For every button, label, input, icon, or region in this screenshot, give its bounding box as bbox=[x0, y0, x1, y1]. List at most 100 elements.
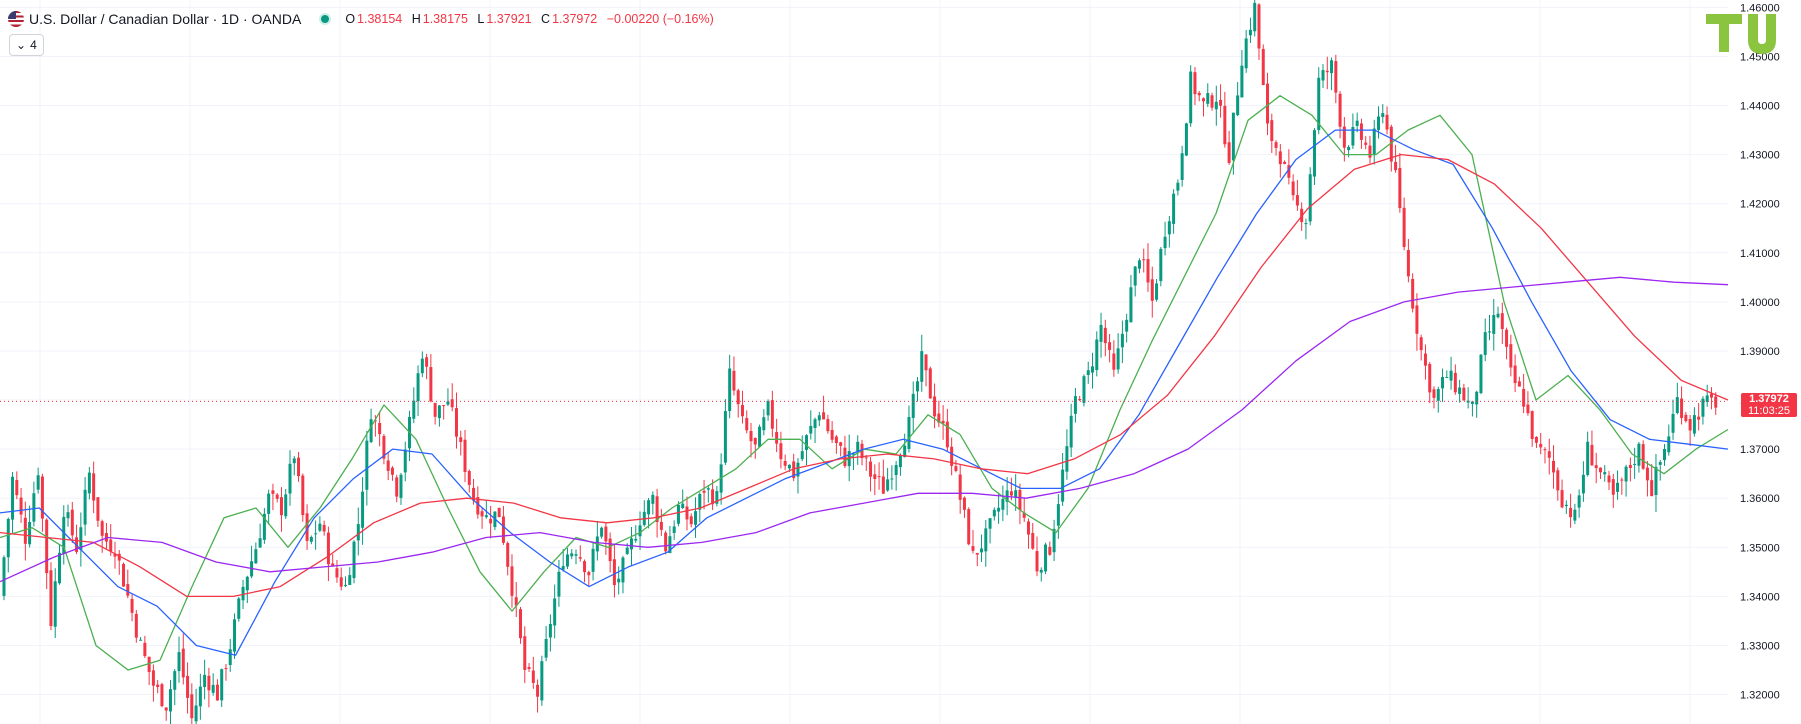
candle-body bbox=[1001, 498, 1005, 510]
candle-body bbox=[583, 561, 587, 573]
candle-body bbox=[945, 421, 949, 448]
candle-body bbox=[1214, 101, 1218, 110]
candle-body bbox=[1048, 546, 1052, 555]
candle-body bbox=[1603, 472, 1607, 475]
last-price-tag: 1.37972 11:03:25 bbox=[1741, 393, 1797, 418]
candle-body bbox=[70, 509, 74, 536]
candle-body bbox=[510, 566, 514, 596]
candle-body bbox=[762, 417, 766, 431]
candle-body bbox=[267, 493, 271, 514]
candle-body bbox=[1445, 377, 1449, 379]
candle-body bbox=[1701, 398, 1705, 417]
candle-body bbox=[689, 516, 693, 525]
candle-body bbox=[591, 548, 595, 572]
candle-body bbox=[548, 623, 552, 638]
candle-body bbox=[318, 523, 322, 531]
candle-body bbox=[1312, 130, 1316, 177]
y-tick-label: 1.39000 bbox=[1740, 346, 1780, 358]
candle-body bbox=[480, 511, 484, 517]
candle-body bbox=[1645, 467, 1649, 481]
candle-body bbox=[702, 490, 706, 493]
candle-body bbox=[1078, 398, 1082, 401]
candle-body bbox=[869, 461, 873, 477]
candle-body bbox=[796, 462, 800, 477]
candle-body bbox=[651, 494, 655, 504]
candle-body bbox=[809, 425, 813, 434]
logo-mark bbox=[1706, 14, 1776, 54]
candle-body bbox=[442, 405, 446, 407]
y-tick-label: 1.34000 bbox=[1740, 591, 1780, 603]
candle-body bbox=[309, 536, 313, 542]
candle-body bbox=[104, 533, 108, 542]
candle-body bbox=[92, 473, 96, 501]
candle-body bbox=[284, 494, 288, 517]
candle-body bbox=[352, 541, 356, 579]
candle-body bbox=[617, 578, 621, 583]
candle-body bbox=[574, 554, 578, 556]
candle-body bbox=[373, 420, 377, 422]
candle-body bbox=[851, 453, 855, 455]
candle-body bbox=[322, 524, 326, 532]
candle-body bbox=[386, 460, 390, 471]
candle-body bbox=[1334, 61, 1338, 93]
candle-body bbox=[23, 517, 27, 544]
candle-body bbox=[168, 689, 172, 712]
candle-body bbox=[587, 572, 591, 576]
candle-body bbox=[1607, 475, 1611, 483]
candle-body bbox=[1355, 120, 1359, 126]
candle-body bbox=[1436, 389, 1440, 401]
candle-body bbox=[1073, 396, 1077, 414]
candle-body bbox=[1539, 443, 1543, 448]
candle-body bbox=[1035, 551, 1039, 572]
candle-body bbox=[694, 511, 698, 525]
candle-body bbox=[1120, 333, 1124, 348]
candle-body bbox=[1462, 387, 1466, 401]
candle-body bbox=[980, 548, 984, 553]
candle-body bbox=[1564, 504, 1568, 507]
candle-body bbox=[416, 373, 420, 402]
candle-body bbox=[297, 457, 301, 477]
candle-body bbox=[1552, 460, 1556, 473]
candle-body bbox=[681, 503, 685, 509]
candle-body bbox=[57, 552, 61, 584]
candle-body bbox=[1372, 128, 1376, 155]
candle-body bbox=[612, 559, 616, 586]
candle-body bbox=[1176, 182, 1180, 191]
candle-body bbox=[207, 675, 211, 691]
candle-body bbox=[984, 528, 988, 552]
candle-body bbox=[1470, 401, 1474, 404]
candle-body bbox=[147, 656, 151, 673]
candle-body bbox=[523, 636, 527, 670]
candle-body bbox=[715, 491, 719, 504]
candle-body bbox=[1684, 414, 1688, 422]
symbol-title[interactable]: U.S. Dollar / Canadian Dollar · 1D · OAN… bbox=[29, 11, 302, 27]
candle-body bbox=[433, 402, 437, 417]
candle-body bbox=[134, 613, 138, 638]
candle-body bbox=[975, 552, 979, 555]
candle-body bbox=[454, 408, 458, 437]
candle-body bbox=[685, 506, 689, 520]
candle-body bbox=[903, 445, 907, 458]
candle-body bbox=[1496, 313, 1500, 318]
candle-body bbox=[1611, 479, 1615, 495]
candle-body bbox=[365, 440, 369, 490]
candle-body bbox=[962, 497, 966, 510]
candle-body bbox=[314, 533, 318, 535]
candle-body bbox=[1061, 469, 1065, 502]
candle-body bbox=[988, 518, 992, 529]
candle-body bbox=[109, 539, 113, 552]
candle-body bbox=[1163, 236, 1167, 249]
candle-body bbox=[1641, 444, 1645, 469]
candle-body bbox=[501, 516, 505, 543]
candle-body bbox=[463, 439, 467, 472]
candle-body bbox=[800, 451, 804, 460]
indicators-toggle-button[interactable]: ⌄ 4 bbox=[9, 34, 44, 56]
candle-body bbox=[1009, 491, 1013, 496]
candle-body bbox=[570, 553, 574, 557]
candle-body bbox=[1342, 126, 1346, 148]
candle-body bbox=[1295, 195, 1299, 206]
candle-body bbox=[237, 598, 241, 619]
candle-body bbox=[561, 566, 565, 570]
candle-body bbox=[992, 509, 996, 517]
